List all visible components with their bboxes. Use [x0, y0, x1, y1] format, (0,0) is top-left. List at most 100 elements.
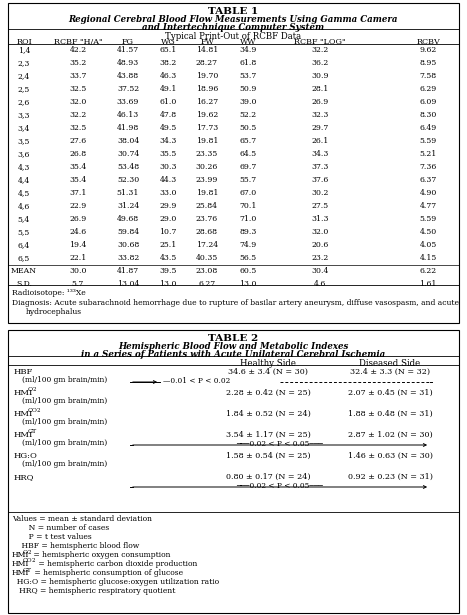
Text: 4,5: 4,5: [18, 189, 30, 197]
Text: Radioisotope: ¹³³Xe: Radioisotope: ¹³³Xe: [12, 289, 86, 297]
Text: 18.96: 18.96: [196, 85, 218, 93]
Bar: [8, 330, 459, 613]
Text: 28.68: 28.68: [196, 228, 218, 236]
Text: 23.2: 23.2: [311, 254, 329, 262]
Text: 43.88: 43.88: [117, 72, 139, 80]
Text: 6.49: 6.49: [419, 124, 437, 132]
Text: 19.70: 19.70: [196, 72, 218, 80]
Text: 36.2: 36.2: [311, 59, 329, 67]
Text: 33.69: 33.69: [117, 98, 139, 106]
Text: 2.87 ± 1.02 (N = 30): 2.87 ± 1.02 (N = 30): [347, 431, 432, 439]
Text: 40.35: 40.35: [196, 254, 218, 262]
Text: P = t test values: P = t test values: [12, 533, 92, 541]
Text: 6,5: 6,5: [18, 254, 30, 262]
Text: 32.0: 32.0: [311, 228, 329, 236]
Text: 9.62: 9.62: [419, 46, 437, 54]
Text: 31.3: 31.3: [311, 215, 329, 223]
Text: 64.5: 64.5: [240, 150, 256, 158]
Text: 4,4: 4,4: [18, 176, 30, 184]
Text: 30.68: 30.68: [117, 241, 139, 249]
Text: 32.2: 32.2: [311, 46, 329, 54]
Text: HBF: HBF: [14, 368, 33, 376]
Text: 89.3: 89.3: [239, 228, 257, 236]
Text: 3,5: 3,5: [18, 137, 30, 145]
Text: 6.37: 6.37: [419, 176, 437, 184]
Text: 19.81: 19.81: [196, 137, 218, 145]
Text: 46.13: 46.13: [117, 111, 139, 119]
Text: 49.1: 49.1: [159, 85, 177, 93]
Text: HG:O = hemispheric glucose:oxygen utilization ratio: HG:O = hemispheric glucose:oxygen utiliz…: [12, 578, 219, 586]
Text: 39.0: 39.0: [239, 98, 257, 106]
Text: 2,4: 2,4: [18, 72, 30, 80]
Text: HBF = hemispheric blood flow: HBF = hemispheric blood flow: [12, 542, 139, 550]
Text: 34.9: 34.9: [239, 46, 257, 54]
Text: CO: CO: [28, 408, 38, 413]
Text: 23.08: 23.08: [196, 267, 218, 275]
Text: 61.0: 61.0: [159, 98, 177, 106]
Text: 1.46 ± 0.63 (N = 30): 1.46 ± 0.63 (N = 30): [347, 452, 432, 460]
Text: 17.73: 17.73: [196, 124, 218, 132]
Text: 22.9: 22.9: [70, 202, 86, 210]
Text: 2,3: 2,3: [18, 59, 30, 67]
Text: 5,4: 5,4: [18, 215, 30, 223]
Text: 1.58 ± 0.54 (N = 25): 1.58 ± 0.54 (N = 25): [226, 452, 310, 460]
Text: 49.68: 49.68: [117, 215, 139, 223]
Text: Typical Print-Out of RCBF Data: Typical Print-Out of RCBF Data: [165, 32, 301, 41]
Text: 30.2: 30.2: [311, 189, 329, 197]
Text: (ml/100 gm brain/min): (ml/100 gm brain/min): [22, 397, 107, 405]
Text: 4.05: 4.05: [419, 241, 437, 249]
Text: HRQ = hemispheric respiratory quotient: HRQ = hemispheric respiratory quotient: [12, 587, 176, 595]
Text: 33.7: 33.7: [69, 72, 87, 80]
Text: Diseased Side: Diseased Side: [360, 359, 421, 368]
Text: 28.27: 28.27: [196, 59, 218, 67]
Text: 3,4: 3,4: [18, 124, 30, 132]
Text: —0.01 < P < 0.02: —0.01 < P < 0.02: [163, 377, 230, 385]
Text: 44.3: 44.3: [159, 176, 177, 184]
Text: 3,6: 3,6: [18, 150, 30, 158]
Text: 48.93: 48.93: [117, 59, 139, 67]
Text: 25.1: 25.1: [159, 241, 177, 249]
Text: 39.5: 39.5: [159, 267, 177, 275]
Text: RCBV: RCBV: [416, 38, 440, 46]
Text: 33.82: 33.82: [117, 254, 139, 262]
Text: 35.4: 35.4: [70, 176, 86, 184]
Text: 47.8: 47.8: [159, 111, 177, 119]
Text: (ml/100 gm brain/min): (ml/100 gm brain/min): [22, 418, 107, 426]
Text: 30.26: 30.26: [196, 163, 218, 171]
Text: 6.27: 6.27: [198, 280, 216, 288]
Text: 53.48: 53.48: [117, 163, 139, 171]
Text: TABLE 1: TABLE 1: [208, 7, 258, 16]
Text: 41.98: 41.98: [117, 124, 139, 132]
Text: 7.36: 7.36: [419, 163, 437, 171]
Text: N = number of cases: N = number of cases: [12, 524, 109, 532]
Text: 19.62: 19.62: [196, 111, 218, 119]
Text: 4.50: 4.50: [419, 228, 437, 236]
Text: 56.5: 56.5: [240, 254, 256, 262]
Text: 34.3: 34.3: [159, 137, 177, 145]
Text: 32.0: 32.0: [69, 98, 87, 106]
Text: 29.9: 29.9: [159, 202, 177, 210]
Text: WG: WG: [161, 38, 176, 46]
Text: ───0.02 < P < 0.05───: ───0.02 < P < 0.05───: [237, 482, 324, 490]
Text: HMI: HMI: [14, 389, 33, 397]
Text: O: O: [23, 549, 28, 555]
Text: 2: 2: [37, 408, 41, 413]
Text: 5.59: 5.59: [419, 137, 437, 145]
Text: 8.30: 8.30: [419, 111, 437, 119]
Text: 53.7: 53.7: [240, 72, 257, 80]
Text: 32.5: 32.5: [70, 85, 86, 93]
Text: 6,4: 6,4: [18, 241, 30, 249]
Text: 65.7: 65.7: [240, 137, 256, 145]
Text: TABLE 2: TABLE 2: [208, 334, 258, 343]
Text: Diagnosis: Acute subarachnoid hemorrhage due to rupture of basilar artery aneury: Diagnosis: Acute subarachnoid hemorrhage…: [12, 299, 459, 307]
Text: 34.3: 34.3: [311, 150, 329, 158]
Text: = hemispheric consumption of glucose: = hemispheric consumption of glucose: [32, 569, 183, 577]
Text: = hemispheric oxygen consumption: = hemispheric oxygen consumption: [31, 551, 170, 559]
Text: 27.6: 27.6: [70, 137, 86, 145]
Text: 5.21: 5.21: [419, 150, 437, 158]
Text: 1.61: 1.61: [419, 280, 437, 288]
Text: 4,3: 4,3: [18, 163, 30, 171]
Text: CO: CO: [23, 558, 33, 563]
Text: GT: GT: [28, 429, 37, 434]
Text: 32.5: 32.5: [70, 124, 86, 132]
